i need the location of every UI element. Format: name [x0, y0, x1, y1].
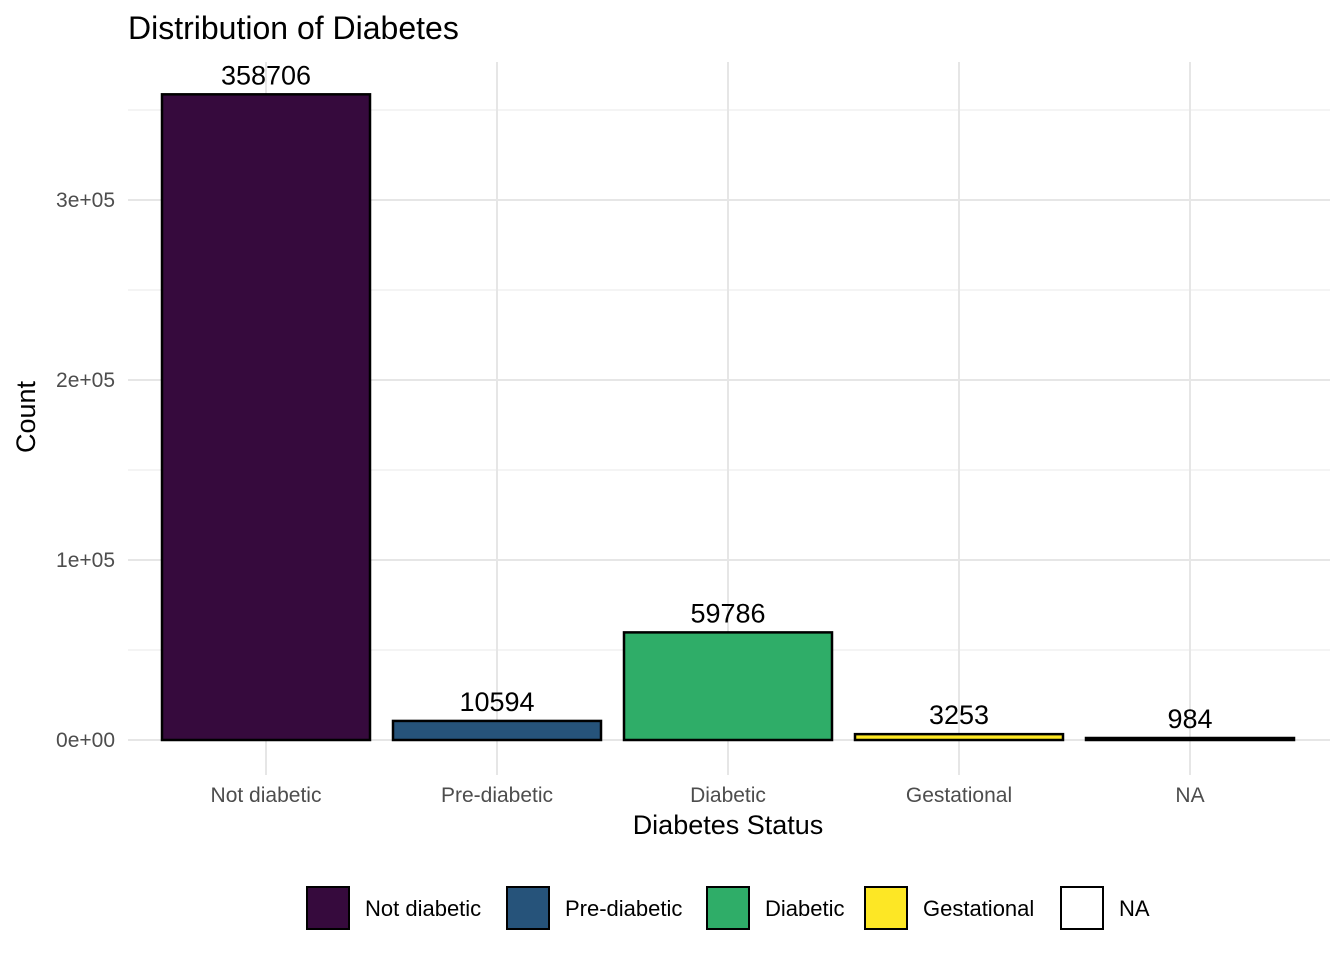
- x-tick-label: Pre-diabetic: [441, 784, 553, 807]
- bar-na: [1084, 736, 1296, 742]
- legend-key: [706, 886, 750, 930]
- y-tick-label: 3e+05: [56, 189, 115, 212]
- x-axis: Not diabetic Pre-diabetic Diabetic Gestatio…: [211, 784, 1205, 807]
- bar-value-label: 358706: [221, 60, 311, 90]
- legend-label: NA: [1119, 896, 1150, 921]
- bar-value-label: 59786: [690, 598, 765, 628]
- x-tick-label: NA: [1175, 784, 1204, 807]
- bar-value-labels: 358706 10594 59786 3253 984: [221, 60, 1213, 734]
- bar-value-label: 984: [1167, 704, 1212, 734]
- x-tick-label: Diabetic: [690, 784, 766, 807]
- legend-label: Pre-diabetic: [565, 896, 682, 921]
- legend-label: Not diabetic: [365, 896, 481, 921]
- legend-key: [864, 886, 908, 930]
- y-axis: 0e+00 1e+05 2e+05 3e+05: [56, 189, 115, 752]
- bar-pre-diabetic: [391, 719, 603, 742]
- legend-label: Diabetic: [765, 896, 844, 921]
- legend-key: [506, 886, 550, 930]
- y-axis-title: Count: [11, 380, 41, 453]
- x-tick-label: Gestational: [906, 784, 1012, 807]
- legend-key: [1060, 886, 1104, 930]
- bar-gestational: [853, 732, 1065, 742]
- x-axis-title: Diabetes Status: [633, 810, 824, 840]
- y-tick-label: 1e+05: [56, 549, 115, 572]
- chart-title: Distribution of Diabetes: [128, 10, 459, 46]
- x-tick-label: Not diabetic: [211, 784, 322, 807]
- bar-diabetic: [622, 631, 834, 742]
- y-tick-label: 0e+00: [56, 729, 115, 752]
- bar-value-label: 3253: [929, 700, 989, 730]
- bars: [160, 93, 1296, 742]
- bar-not-diabetic: [160, 93, 372, 742]
- legend-label: Gestational: [923, 896, 1034, 921]
- y-tick-label: 2e+05: [56, 369, 115, 392]
- legend-key: [306, 886, 350, 930]
- bar-value-label: 10594: [459, 687, 534, 717]
- legend: Not diabetic Pre-diabetic Diabetic Gestatio…: [306, 886, 1150, 930]
